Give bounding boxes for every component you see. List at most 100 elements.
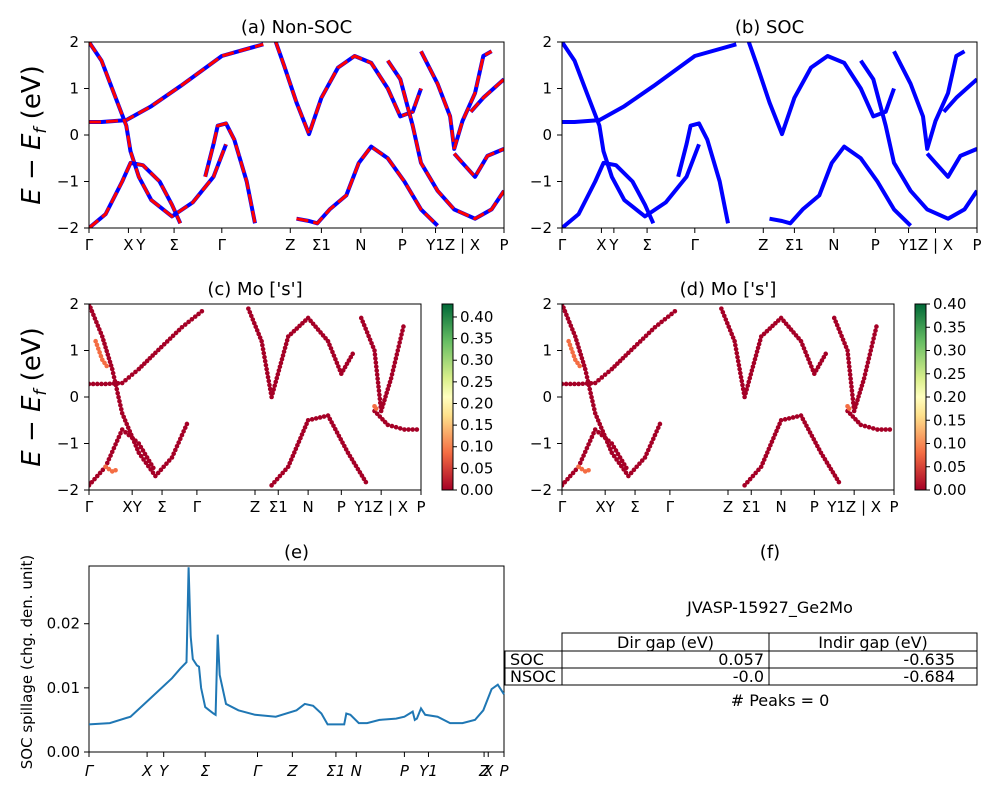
band-point-d-2 xyxy=(592,427,598,432)
band-point-d-8 xyxy=(586,467,591,473)
band-point-c-1 xyxy=(111,374,117,380)
band-point-c-3 xyxy=(269,394,274,400)
band-point-c-0 xyxy=(199,309,205,314)
band-point-c-5 xyxy=(383,394,388,399)
band-point-c-0 xyxy=(173,330,179,336)
band-point-d-1 xyxy=(649,440,654,445)
band-point-c-3 xyxy=(278,360,284,366)
band-point-d-3 xyxy=(727,328,733,333)
colorbar-tick-label-d: 0.20 xyxy=(933,388,966,406)
band-point-c-7 xyxy=(94,342,100,348)
band-point-c-0 xyxy=(182,322,188,327)
band-point-c-3 xyxy=(336,364,341,369)
y-tick-label-c: 0 xyxy=(69,388,79,406)
band-point-c-7 xyxy=(104,363,110,369)
band-point-c-4 xyxy=(288,457,294,462)
band-point-c-2 xyxy=(140,448,146,453)
band-point-d-3 xyxy=(724,320,730,326)
band-point-d-3 xyxy=(806,356,811,362)
band-point-c-3 xyxy=(280,353,286,358)
band-point-c-3 xyxy=(253,324,259,330)
band-point-c-3 xyxy=(284,338,290,343)
band-point-d-2 xyxy=(615,451,621,457)
band-point-c-5 xyxy=(373,364,379,369)
y-tick-label-e: 0.00 xyxy=(47,743,80,761)
series-group-a xyxy=(89,42,504,228)
band-point-c-3 xyxy=(272,383,278,388)
band-point-c-5 xyxy=(381,401,386,407)
band-point-d-4 xyxy=(763,453,769,459)
band-point-c-0 xyxy=(126,375,132,380)
band-point-c-3 xyxy=(262,354,267,360)
band-point-d-2 xyxy=(562,479,568,485)
band-point-d-1 xyxy=(587,386,593,392)
y-tick-label-c: 2 xyxy=(69,295,79,313)
x-tick-label-a: P xyxy=(398,236,407,254)
band-point-c-5 xyxy=(394,352,400,357)
band-line-b-9 xyxy=(942,77,977,114)
band-point-d-2 xyxy=(624,465,629,471)
band-point-d-5 xyxy=(854,401,859,407)
y-tick-label-d: 2 xyxy=(542,295,552,313)
band-point-c-0 xyxy=(176,327,182,333)
band-point-d-3 xyxy=(729,331,734,337)
band-line-red-a-1 xyxy=(89,42,228,219)
y-tick-label-d: 0 xyxy=(542,388,552,406)
band-point-c-5 xyxy=(372,352,378,357)
band-point-c-4 xyxy=(340,440,345,445)
series-group-d xyxy=(562,304,893,488)
band-point-c-2 xyxy=(138,444,144,450)
band-point-d-4 xyxy=(836,479,842,485)
band-point-d-1 xyxy=(568,323,574,329)
band-point-d-4 xyxy=(802,420,807,425)
band-line-b-2 xyxy=(562,160,656,228)
band-point-d-3 xyxy=(752,356,758,362)
band-point-d-0 xyxy=(643,333,649,339)
band-point-c-0 xyxy=(161,342,167,347)
energy-ylabel-unit-c: (eV) xyxy=(17,327,47,389)
x-tick-label-e: Y xyxy=(159,762,170,780)
band-point-d-4 xyxy=(811,436,817,442)
band-point-d-3 xyxy=(810,367,816,373)
band-point-d-5 xyxy=(849,388,855,394)
band-point-d-3 xyxy=(745,383,751,388)
band-point-d-5 xyxy=(862,372,868,377)
band-point-d-0 xyxy=(634,342,640,347)
band-point-d-1 xyxy=(575,341,580,347)
band-point-d-6 xyxy=(858,422,864,428)
y-tick-label-b: −1 xyxy=(530,173,552,191)
band-point-d-4 xyxy=(768,442,773,448)
band-point-d-1 xyxy=(572,334,578,339)
series-group-c xyxy=(89,304,420,488)
band-point-c-5 xyxy=(377,396,383,402)
x-tick-label-e: Σ xyxy=(200,762,210,780)
band-point-c-3 xyxy=(325,338,331,344)
x-tick-label-e: Γ xyxy=(85,762,95,780)
x-tick-label-d: P xyxy=(889,498,898,516)
band-point-d-2 xyxy=(602,435,608,441)
band-point-d-6 xyxy=(862,423,868,429)
band-point-d-3 xyxy=(739,378,745,384)
band-point-c-5 xyxy=(376,384,381,390)
band-point-d-5 xyxy=(845,348,850,353)
table-header-cell: Indir gap (eV) xyxy=(818,633,928,652)
material-name: JVASP-15927_Ge2Mo xyxy=(686,598,853,618)
band-point-d-5 xyxy=(870,340,875,345)
energy-ylabel-c: E − Ef (eV) xyxy=(17,327,51,467)
panel-title-d: (d) Mo ['s'] xyxy=(680,279,777,300)
band-point-d-4 xyxy=(778,417,784,423)
colorbar-tick-label-c: 0.35 xyxy=(460,330,493,348)
band-point-d-0 xyxy=(649,327,655,333)
x-tick-label-c: Γ xyxy=(193,498,202,516)
band-point-d-1 xyxy=(567,319,572,325)
band-point-c-3 xyxy=(259,338,264,344)
band-point-d-5 xyxy=(865,360,871,365)
band-point-c-1 xyxy=(107,359,113,365)
band-point-c-4 xyxy=(329,420,334,425)
band-point-c-5 xyxy=(392,360,398,365)
band-point-c-4 xyxy=(274,476,280,482)
band-point-c-5 xyxy=(397,340,402,345)
table-row-label: SOC xyxy=(510,650,544,669)
band-point-d-8 xyxy=(576,464,581,470)
band-point-d-1 xyxy=(592,410,598,416)
